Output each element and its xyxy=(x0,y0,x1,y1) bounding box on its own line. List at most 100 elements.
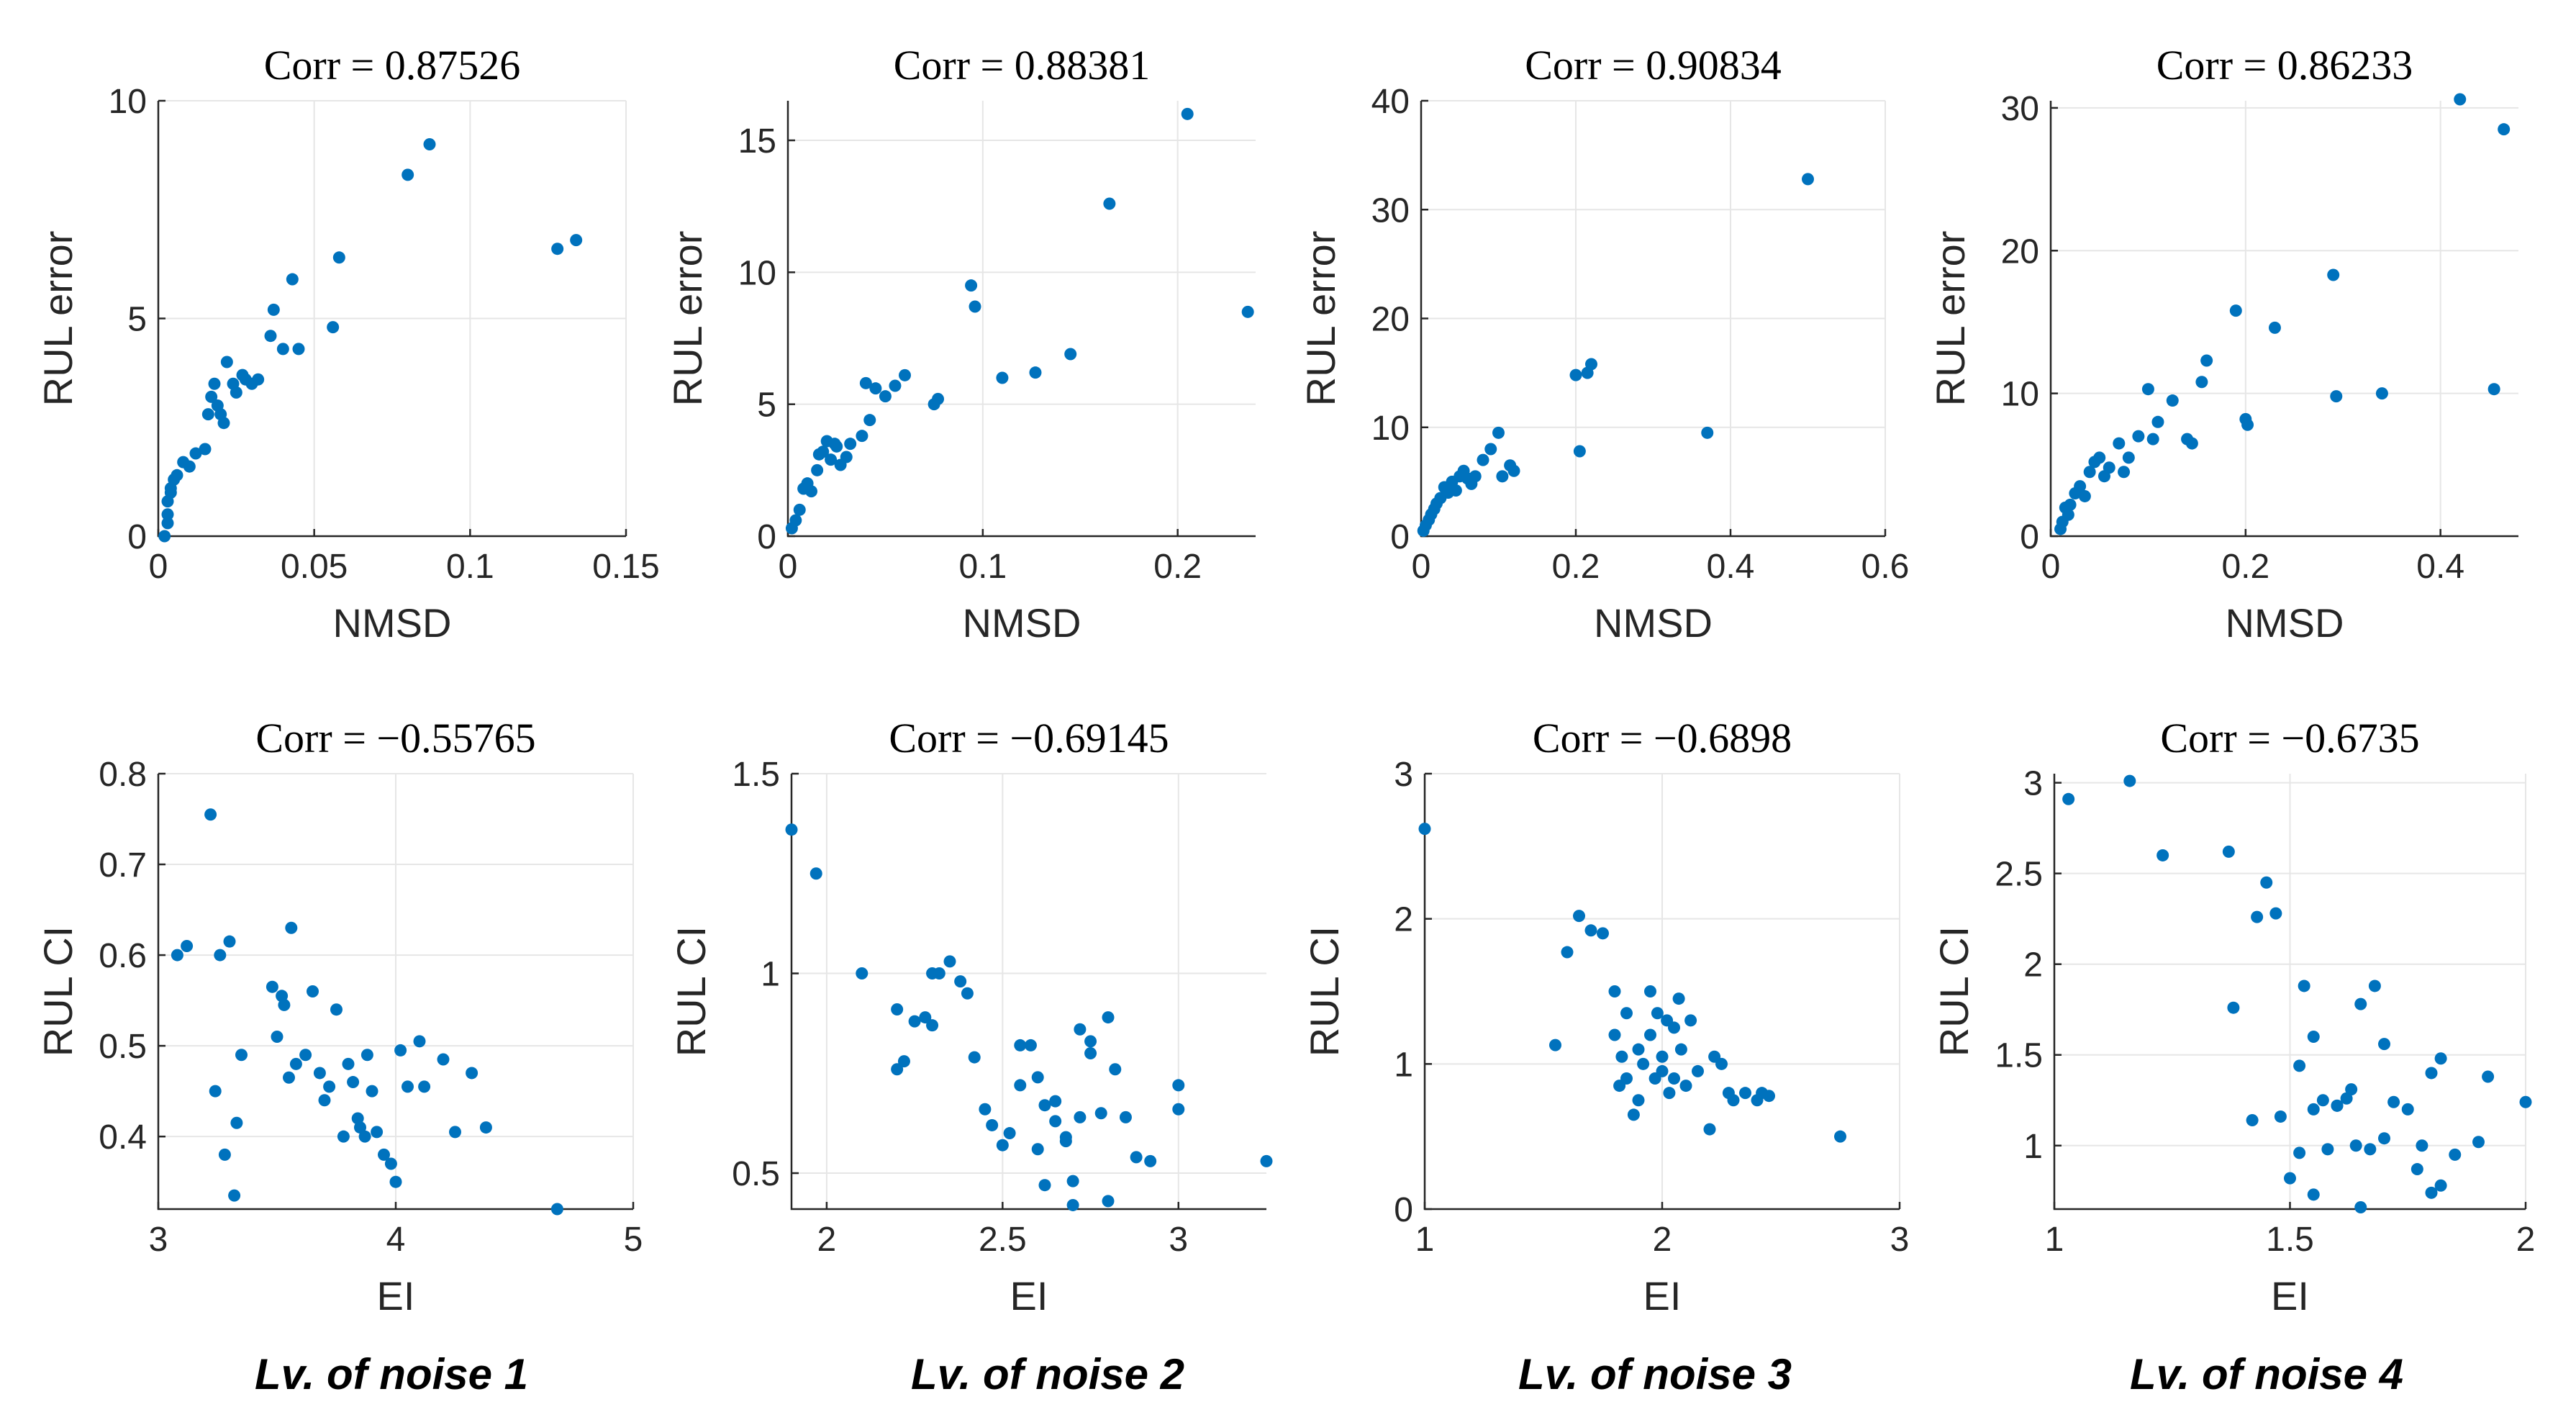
y-tick-label: 0 xyxy=(127,518,147,556)
x-tick-label: 4 xyxy=(386,1221,406,1259)
x-tick-label: 0 xyxy=(779,548,798,586)
data-point xyxy=(1668,1021,1680,1034)
data-point xyxy=(1763,1090,1775,1103)
x-tick-label: 0 xyxy=(1412,548,1431,586)
data-point xyxy=(889,379,902,392)
data-point xyxy=(1573,445,1586,458)
data-point xyxy=(1637,1057,1650,1070)
scatter-panel-3: 0 0.2 0.4 0.6 0 10 20 30 40 Corr = 0.90834 NMSD RUL… xyxy=(1298,42,1909,646)
data-point xyxy=(423,138,436,150)
data-point xyxy=(2345,1083,2358,1096)
data-point xyxy=(289,1057,302,1070)
data-point xyxy=(2349,1139,2362,1152)
data-point xyxy=(2260,876,2273,889)
data-point xyxy=(1260,1154,1273,1167)
data-point xyxy=(205,390,218,403)
plot-title: Corr = 0.90834 xyxy=(1525,42,1782,89)
x-tick-label: 0.1 xyxy=(958,548,1007,586)
data-point xyxy=(1074,1023,1087,1036)
data-point xyxy=(1834,1130,1846,1143)
data-point xyxy=(199,443,212,456)
data-point xyxy=(908,1015,921,1028)
data-point xyxy=(418,1080,431,1093)
data-point xyxy=(217,417,230,430)
data-point xyxy=(2195,376,2208,389)
data-point xyxy=(1418,823,1431,836)
data-point xyxy=(1066,1175,1079,1188)
x-tick-label: 3 xyxy=(1169,1221,1188,1259)
data-point xyxy=(2093,451,2106,464)
y-tick-label: 10 xyxy=(1371,410,1410,448)
x-tick-label: 2 xyxy=(1653,1221,1672,1259)
y-tick-label: 1 xyxy=(1394,1046,1413,1084)
y-tick-label: 10 xyxy=(2001,376,2039,414)
plot-title: Corr = 0.86233 xyxy=(2157,42,2413,89)
data-point xyxy=(2103,461,2115,474)
data-point xyxy=(2307,1031,2320,1044)
caption-noise-3: Lv. of noise 3 xyxy=(1518,1350,1792,1398)
data-point xyxy=(1802,173,1814,186)
y-axis-label: RUL error xyxy=(35,231,81,407)
x-tick-label: 0.05 xyxy=(281,548,348,586)
data-point xyxy=(1084,1047,1097,1060)
x-axis-label: NMSD xyxy=(963,600,1081,646)
y-tick-label: 0.7 xyxy=(99,846,147,885)
x-axis-label: NMSD xyxy=(2226,600,2344,646)
y-tick-label: 0.6 xyxy=(99,937,147,975)
data-point xyxy=(965,279,978,292)
data-point xyxy=(276,343,289,356)
data-point xyxy=(856,430,869,443)
data-point xyxy=(2157,849,2169,861)
data-point xyxy=(2122,451,2135,464)
data-point xyxy=(899,368,911,381)
data-point xyxy=(223,935,236,948)
y-tick-label: 2 xyxy=(1394,901,1413,939)
data-point xyxy=(1003,1127,1016,1140)
data-point xyxy=(1119,1110,1132,1123)
data-point xyxy=(479,1121,492,1134)
data-point xyxy=(1064,348,1077,361)
x-axis-label: EI xyxy=(2271,1273,2309,1318)
data-point xyxy=(2166,394,2179,407)
data-point xyxy=(1597,927,1609,940)
data-point xyxy=(266,980,278,993)
caption-noise-2: Lv. of noise 2 xyxy=(911,1350,1184,1398)
data-point xyxy=(811,463,824,476)
data-point xyxy=(2083,466,2096,479)
data-point xyxy=(2378,1038,2390,1051)
data-point xyxy=(354,1121,366,1134)
data-point xyxy=(1620,1007,1633,1020)
data-point xyxy=(204,808,217,821)
plot-title: Corr = −0.69145 xyxy=(889,715,1169,761)
plot-title: Corr = −0.6898 xyxy=(1533,715,1792,761)
y-axis-label: RUL CI xyxy=(1931,926,1977,1057)
x-tick-label: 0.2 xyxy=(2221,548,2269,586)
data-point xyxy=(2269,907,2282,920)
data-point xyxy=(371,1126,384,1139)
data-point xyxy=(2498,123,2511,136)
data-point xyxy=(313,1067,326,1080)
data-point xyxy=(337,1130,350,1143)
data-point xyxy=(366,1085,378,1098)
data-point xyxy=(2378,1132,2390,1145)
data-point xyxy=(1656,1050,1669,1063)
data-point xyxy=(1584,924,1597,937)
y-tick-label: 20 xyxy=(1371,301,1410,339)
data-point xyxy=(230,386,242,399)
data-point xyxy=(986,1118,999,1131)
x-tick-label: 2.5 xyxy=(979,1221,1027,1259)
x-tick-label: 0 xyxy=(2041,548,2061,586)
data-point xyxy=(466,1067,479,1080)
data-point xyxy=(283,1071,295,1084)
data-point xyxy=(1656,1064,1669,1077)
data-point xyxy=(2387,1095,2400,1108)
data-point xyxy=(2454,93,2467,106)
axes-frame xyxy=(790,774,1266,1211)
data-point xyxy=(449,1126,461,1139)
x-tick-label: 5 xyxy=(624,1221,643,1259)
data-point xyxy=(181,939,194,952)
data-point xyxy=(1644,1028,1656,1041)
data-point xyxy=(1102,1011,1115,1024)
scatter-panel-6: 2 2.5 3 0.5 1 1.5 Corr = −0.69145 EI RUL CI xyxy=(668,715,1273,1318)
